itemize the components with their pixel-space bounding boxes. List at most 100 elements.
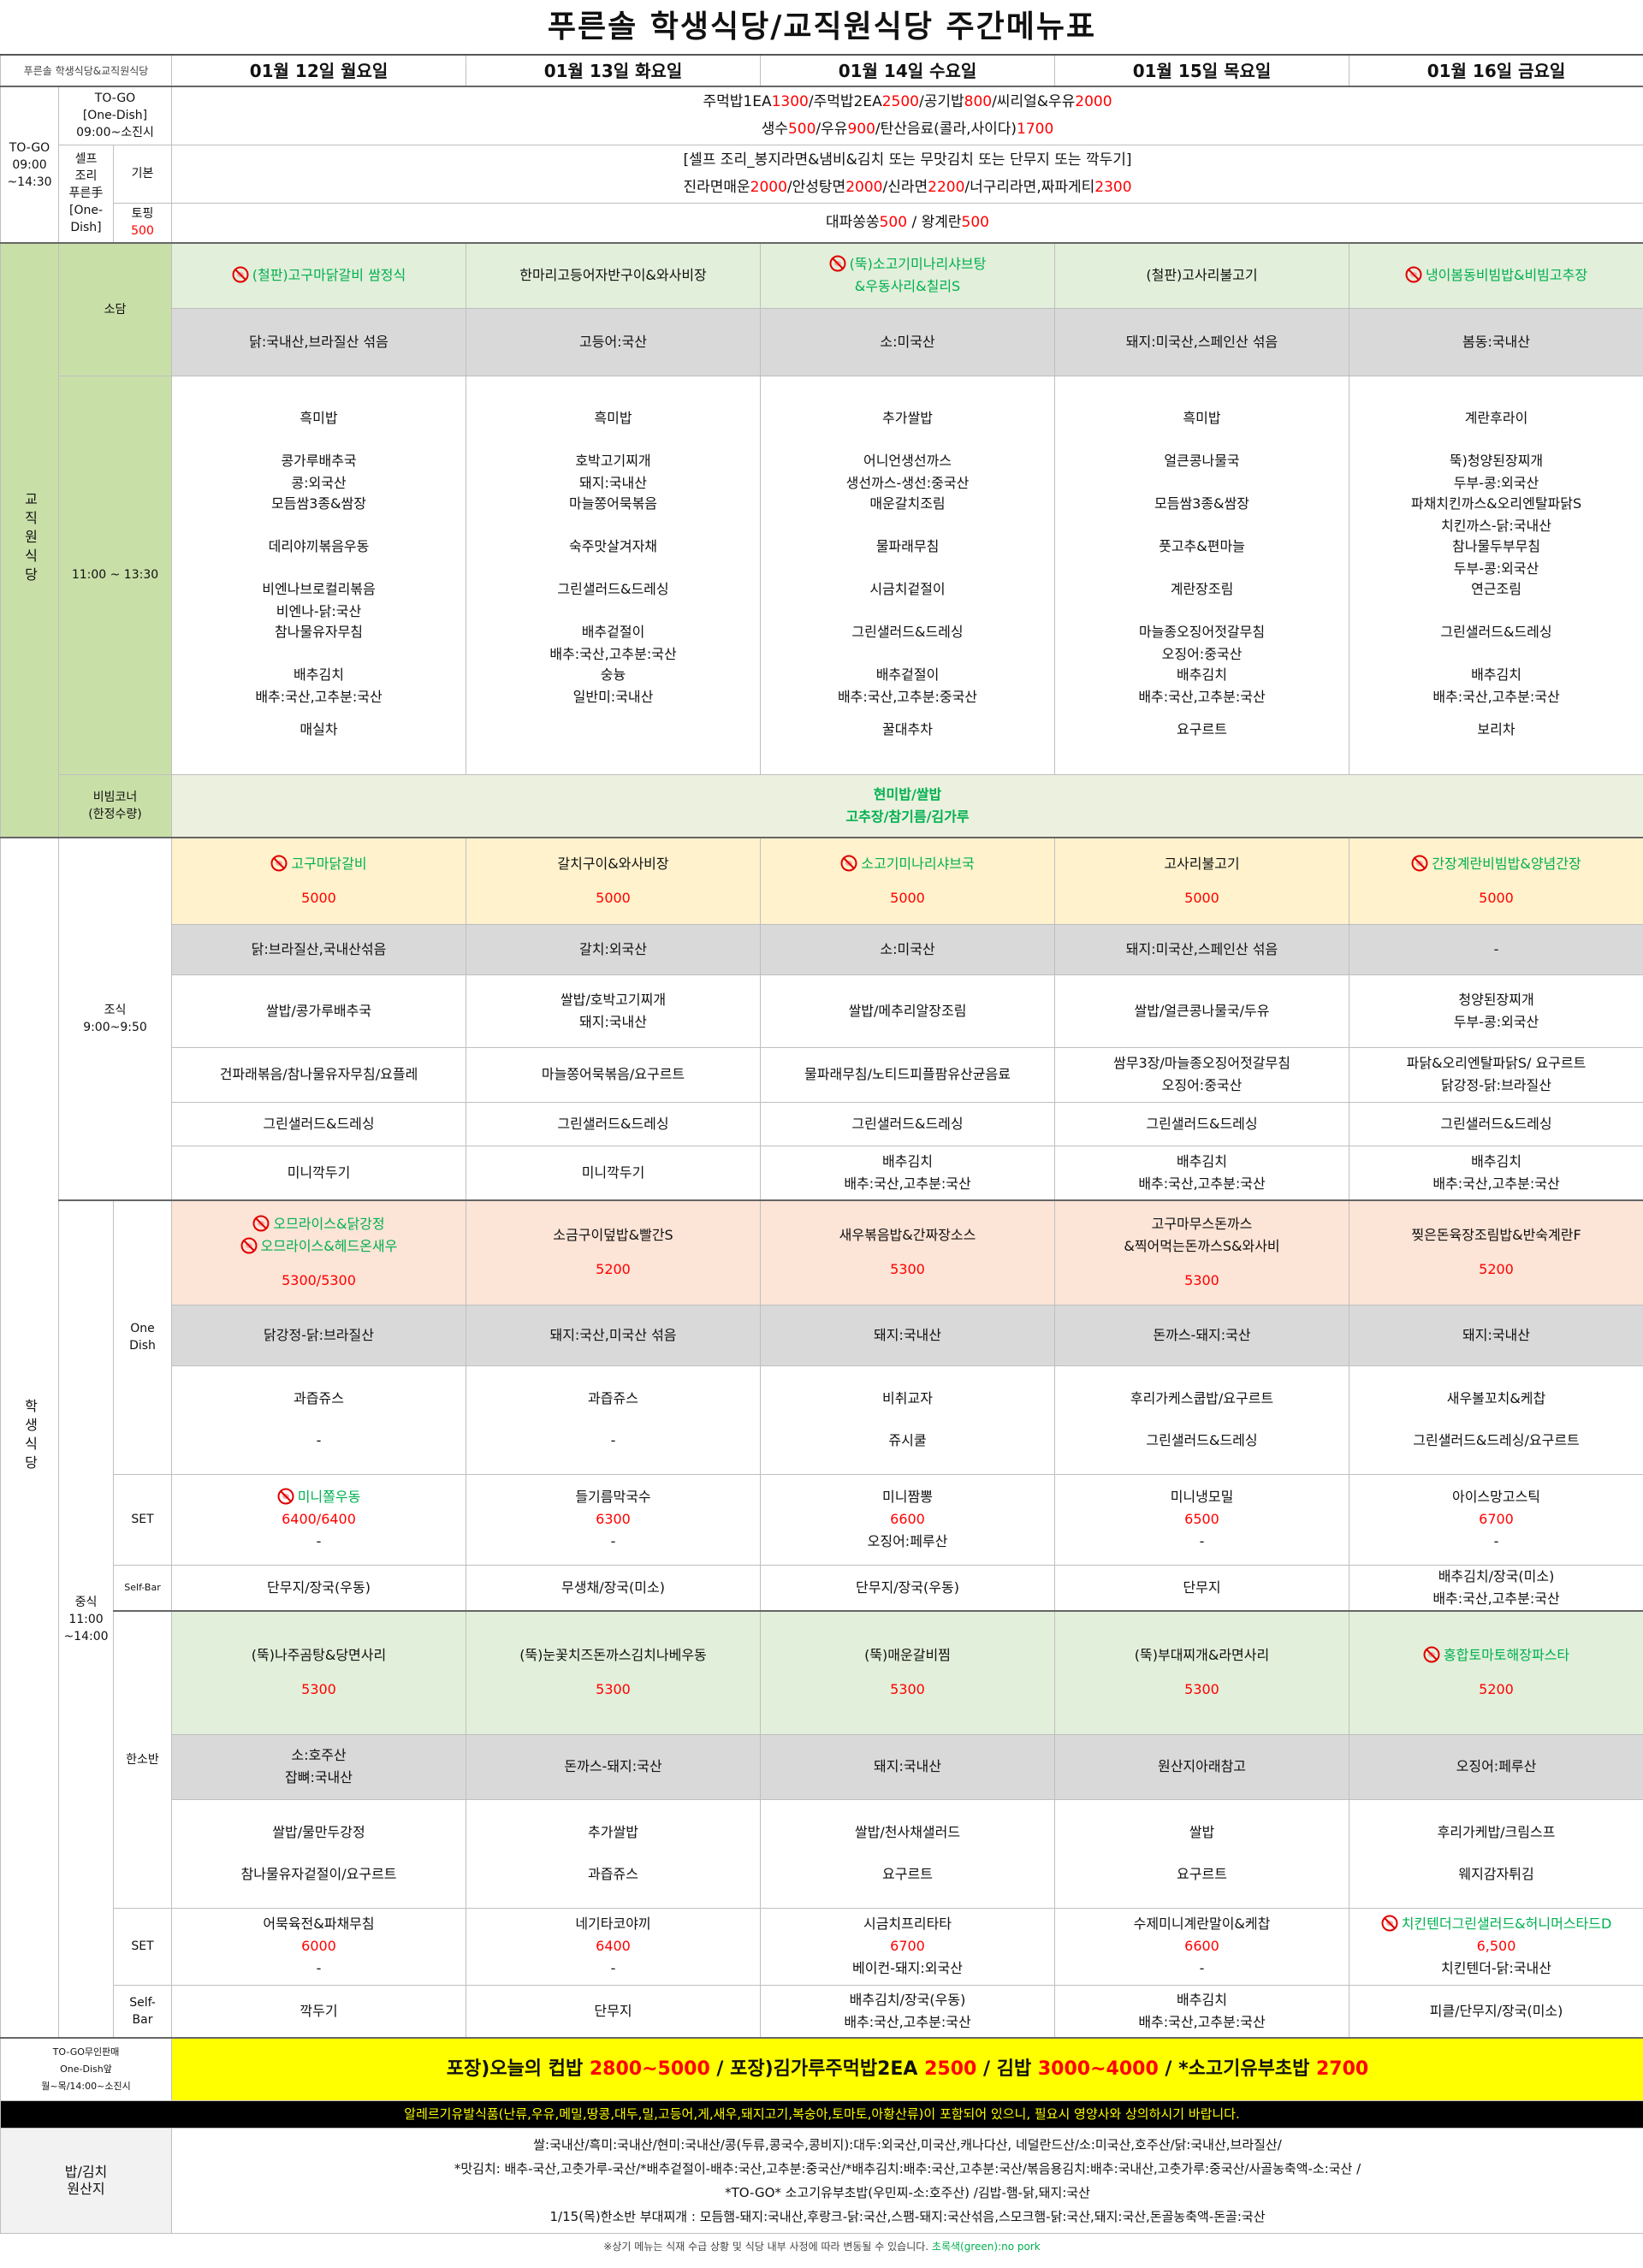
menu-slot: 마늘쫑어묵볶음 <box>467 493 760 536</box>
text-line: 쌀밥/호박고기찌개 <box>467 989 760 1011</box>
cell-content: 그린샐러드&드레싱 <box>762 1113 1054 1135</box>
text-line: 단무지 <box>1056 1577 1349 1599</box>
text-line: 닭:브라질산,국내산섞음 <box>173 939 466 961</box>
text: 5000 <box>301 889 336 906</box>
text-line: 미니짬뽕 <box>762 1486 1054 1508</box>
day-cell: 쌀밥/호박고기찌개 돼지:국내산 <box>466 974 761 1048</box>
text: 갈치:외국산 <box>579 940 647 957</box>
text: 그린샐러드&드레싱 <box>1440 1115 1552 1132</box>
text: 치킨텐더그린샐러드&허니머스타드D <box>1401 1916 1612 1932</box>
menu-slot: 흑미밥 <box>173 407 466 450</box>
text: /너구리라면,짜파게티 <box>964 179 1095 196</box>
text-line: 기본 <box>115 165 171 182</box>
cell-content: 새우볶음밥&간짜장소스 5300 <box>762 1224 1054 1281</box>
text-line: 풋고추&편마늘 <box>1056 536 1349 558</box>
text: 간장계란비빔밥&양념간장 <box>1432 855 1581 872</box>
text-line: 오므라이스&닭강정 <box>173 1213 466 1235</box>
text: 2300 <box>1094 179 1132 196</box>
text: 진라면매운 <box>683 179 750 196</box>
day-cell: 원산지아래참고 <box>1054 1733 1349 1800</box>
text: 돼지:국내산 <box>874 1758 941 1774</box>
text: 그린샐러드&드레싱 <box>263 1115 375 1132</box>
cell-content: 청양된장찌개 두부-콩:외국산 <box>1350 989 1643 1033</box>
text: 그린샐러드&드레싱 <box>1146 1431 1258 1448</box>
text: 쌀밥 <box>1189 1824 1215 1841</box>
text: 생선까스-생선:중국산 <box>845 474 970 491</box>
cell-content: 01월 12일 월요일 <box>173 60 466 82</box>
text: 치킨텐더-닭:국내산 <box>1441 1960 1551 1976</box>
text-line: 5300 <box>762 1258 1054 1281</box>
day-cell: 돼지:미국산,스페인산 섞음 <box>1054 307 1349 376</box>
text: 치킨까스-닭:국내산 <box>1441 517 1551 534</box>
text-line: One <box>115 1320 171 1337</box>
menu-slot: 데리야끼볶음우동 <box>173 536 466 578</box>
text-line: 비엔나브로컬리볶음 <box>173 578 466 601</box>
text: 6600 <box>890 1511 925 1527</box>
bibim-label: 비빔코너 (한정수량) <box>58 773 172 838</box>
text: 시금치겉절이 <box>869 580 946 597</box>
menu-slot: 그린샐러드&드레싱 <box>1350 621 1643 664</box>
origin-info: 쌀:국내산/흑미:국내산/현미:국내산/콩(두류,콩국수,콩비지):대두:외국산… <box>170 2127 1643 2234</box>
text: 11:00 ~ 13:30 <box>71 568 159 582</box>
text-line: (뚝)부대찌개&라면사리 <box>1056 1644 1349 1667</box>
text-line: 연근조림 <box>1350 578 1643 601</box>
text: 푸른솔 학생식당/교직원식당 주간메뉴표 <box>547 9 1097 44</box>
text: 배추:국산,고추분:국산 <box>1432 1175 1560 1192</box>
text-line: 5300/5300 <box>173 1270 466 1292</box>
day-cell: 돼지:국산,미국산 섞음 <box>466 1304 761 1366</box>
day-cell: 물파래무침/노티드피플팜유산균음료 <box>760 1046 1055 1103</box>
text-line: *맛김치: 배추-국산,고춧가루-국산/*배추겉절이-배추:국산,고추분:중국산… <box>173 2157 1643 2181</box>
text-line: 6700 <box>1350 1508 1643 1531</box>
text-line: 물파래무침/노티드피플팜유산균음료 <box>762 1063 1054 1086</box>
menu-slot: 배추겉절이 배추:국산,고추분:중국산 <box>762 664 1054 707</box>
no-pork-icon <box>1405 266 1422 283</box>
text: /씨리얼&우유 <box>992 93 1076 111</box>
day-cell: 아이스망고스틱 6700 - <box>1348 1473 1643 1566</box>
text: 6,500 <box>1476 1938 1516 1954</box>
text: (뚝)눈꽃치즈돈까스김치나베우동 <box>519 1647 707 1664</box>
menu-slot: 연근조림 <box>1350 578 1643 621</box>
text: 웨지감자튀김 <box>1458 1865 1534 1882</box>
cell-content: 셀프 조리 푸른手 [One- Dish] <box>60 151 113 236</box>
text: 수제미니계란말이&케찹 <box>1133 1916 1271 1932</box>
cell-content: 돼지:국내산 <box>762 1324 1054 1347</box>
text: 배추:국산,고추분:국산 <box>1138 1175 1266 1192</box>
cell-content: 학생식당 <box>2 1399 58 1477</box>
text-line: 간장계란비빔밥&양념간장 <box>1350 853 1643 875</box>
text: 토핑 <box>131 207 154 222</box>
cell-content: One Dish <box>115 1320 171 1354</box>
text-line: 계란장조림 <box>1056 578 1349 601</box>
no-pork-icon-part <box>1426 1649 1438 1661</box>
text-line: 비취교자 <box>762 1388 1054 1410</box>
text: ~14:00 <box>63 1629 109 1643</box>
text-line: 돈까스-돼지:국산 <box>467 1756 760 1778</box>
text-line: 소:미국산 <box>762 331 1054 353</box>
text-line: 오징어:페루산 <box>1350 1756 1643 1778</box>
text: 배추:국산,고추분:국산 <box>844 2013 971 2030</box>
text: 모듬쌈3종&쌈장 <box>1154 494 1249 512</box>
text-line: TO-GO <box>2 139 58 157</box>
text: (뚝)소고기미나리샤브탕 <box>849 256 987 273</box>
day-cell: 닭:국내산,브라질산 섞음 <box>171 307 466 376</box>
text-line: Dish <box>115 1337 171 1354</box>
cell-content: (뚝)소고기미나리샤브탕 &우동사리&칠리S <box>762 253 1054 298</box>
cell-content: 단무지/장국(우동) <box>173 1577 466 1599</box>
text: 6400/6400 <box>282 1511 356 1527</box>
cell-content: 미니냉모밀 6500 - <box>1056 1486 1349 1553</box>
text-line: 배추:국산,고추분:국산 <box>1056 1173 1349 1195</box>
text-line: 고사리불고기 <box>1056 853 1349 875</box>
day-cell: 01월 13일 화요일 <box>466 54 761 87</box>
text-line: Self- <box>115 1994 171 2011</box>
day-cell: 찢은돈육장조림밥&반숙계란F 5200 <box>1348 1199 1643 1306</box>
text: 6400 <box>596 1938 631 1954</box>
text: (뚝)부대찌개&라면사리 <box>1134 1647 1270 1664</box>
text: 2800~5000 <box>589 2058 710 2080</box>
menu-slot: 보리차 <box>1350 719 1643 761</box>
day-cell: 파닭&오리엔탈파닭S/ 요구르트 닭강정-닭:브라질산 <box>1348 1046 1643 1103</box>
text: 파닭&오리엔탈파닭S/ 요구르트 <box>1406 1055 1587 1071</box>
text: 미니짬뽕 <box>882 1489 933 1505</box>
text: 배추김치 <box>1177 1152 1227 1170</box>
no-pork-icon-part <box>1411 855 1428 872</box>
origin-label: 밥/김치 원산지 <box>0 2127 172 2234</box>
